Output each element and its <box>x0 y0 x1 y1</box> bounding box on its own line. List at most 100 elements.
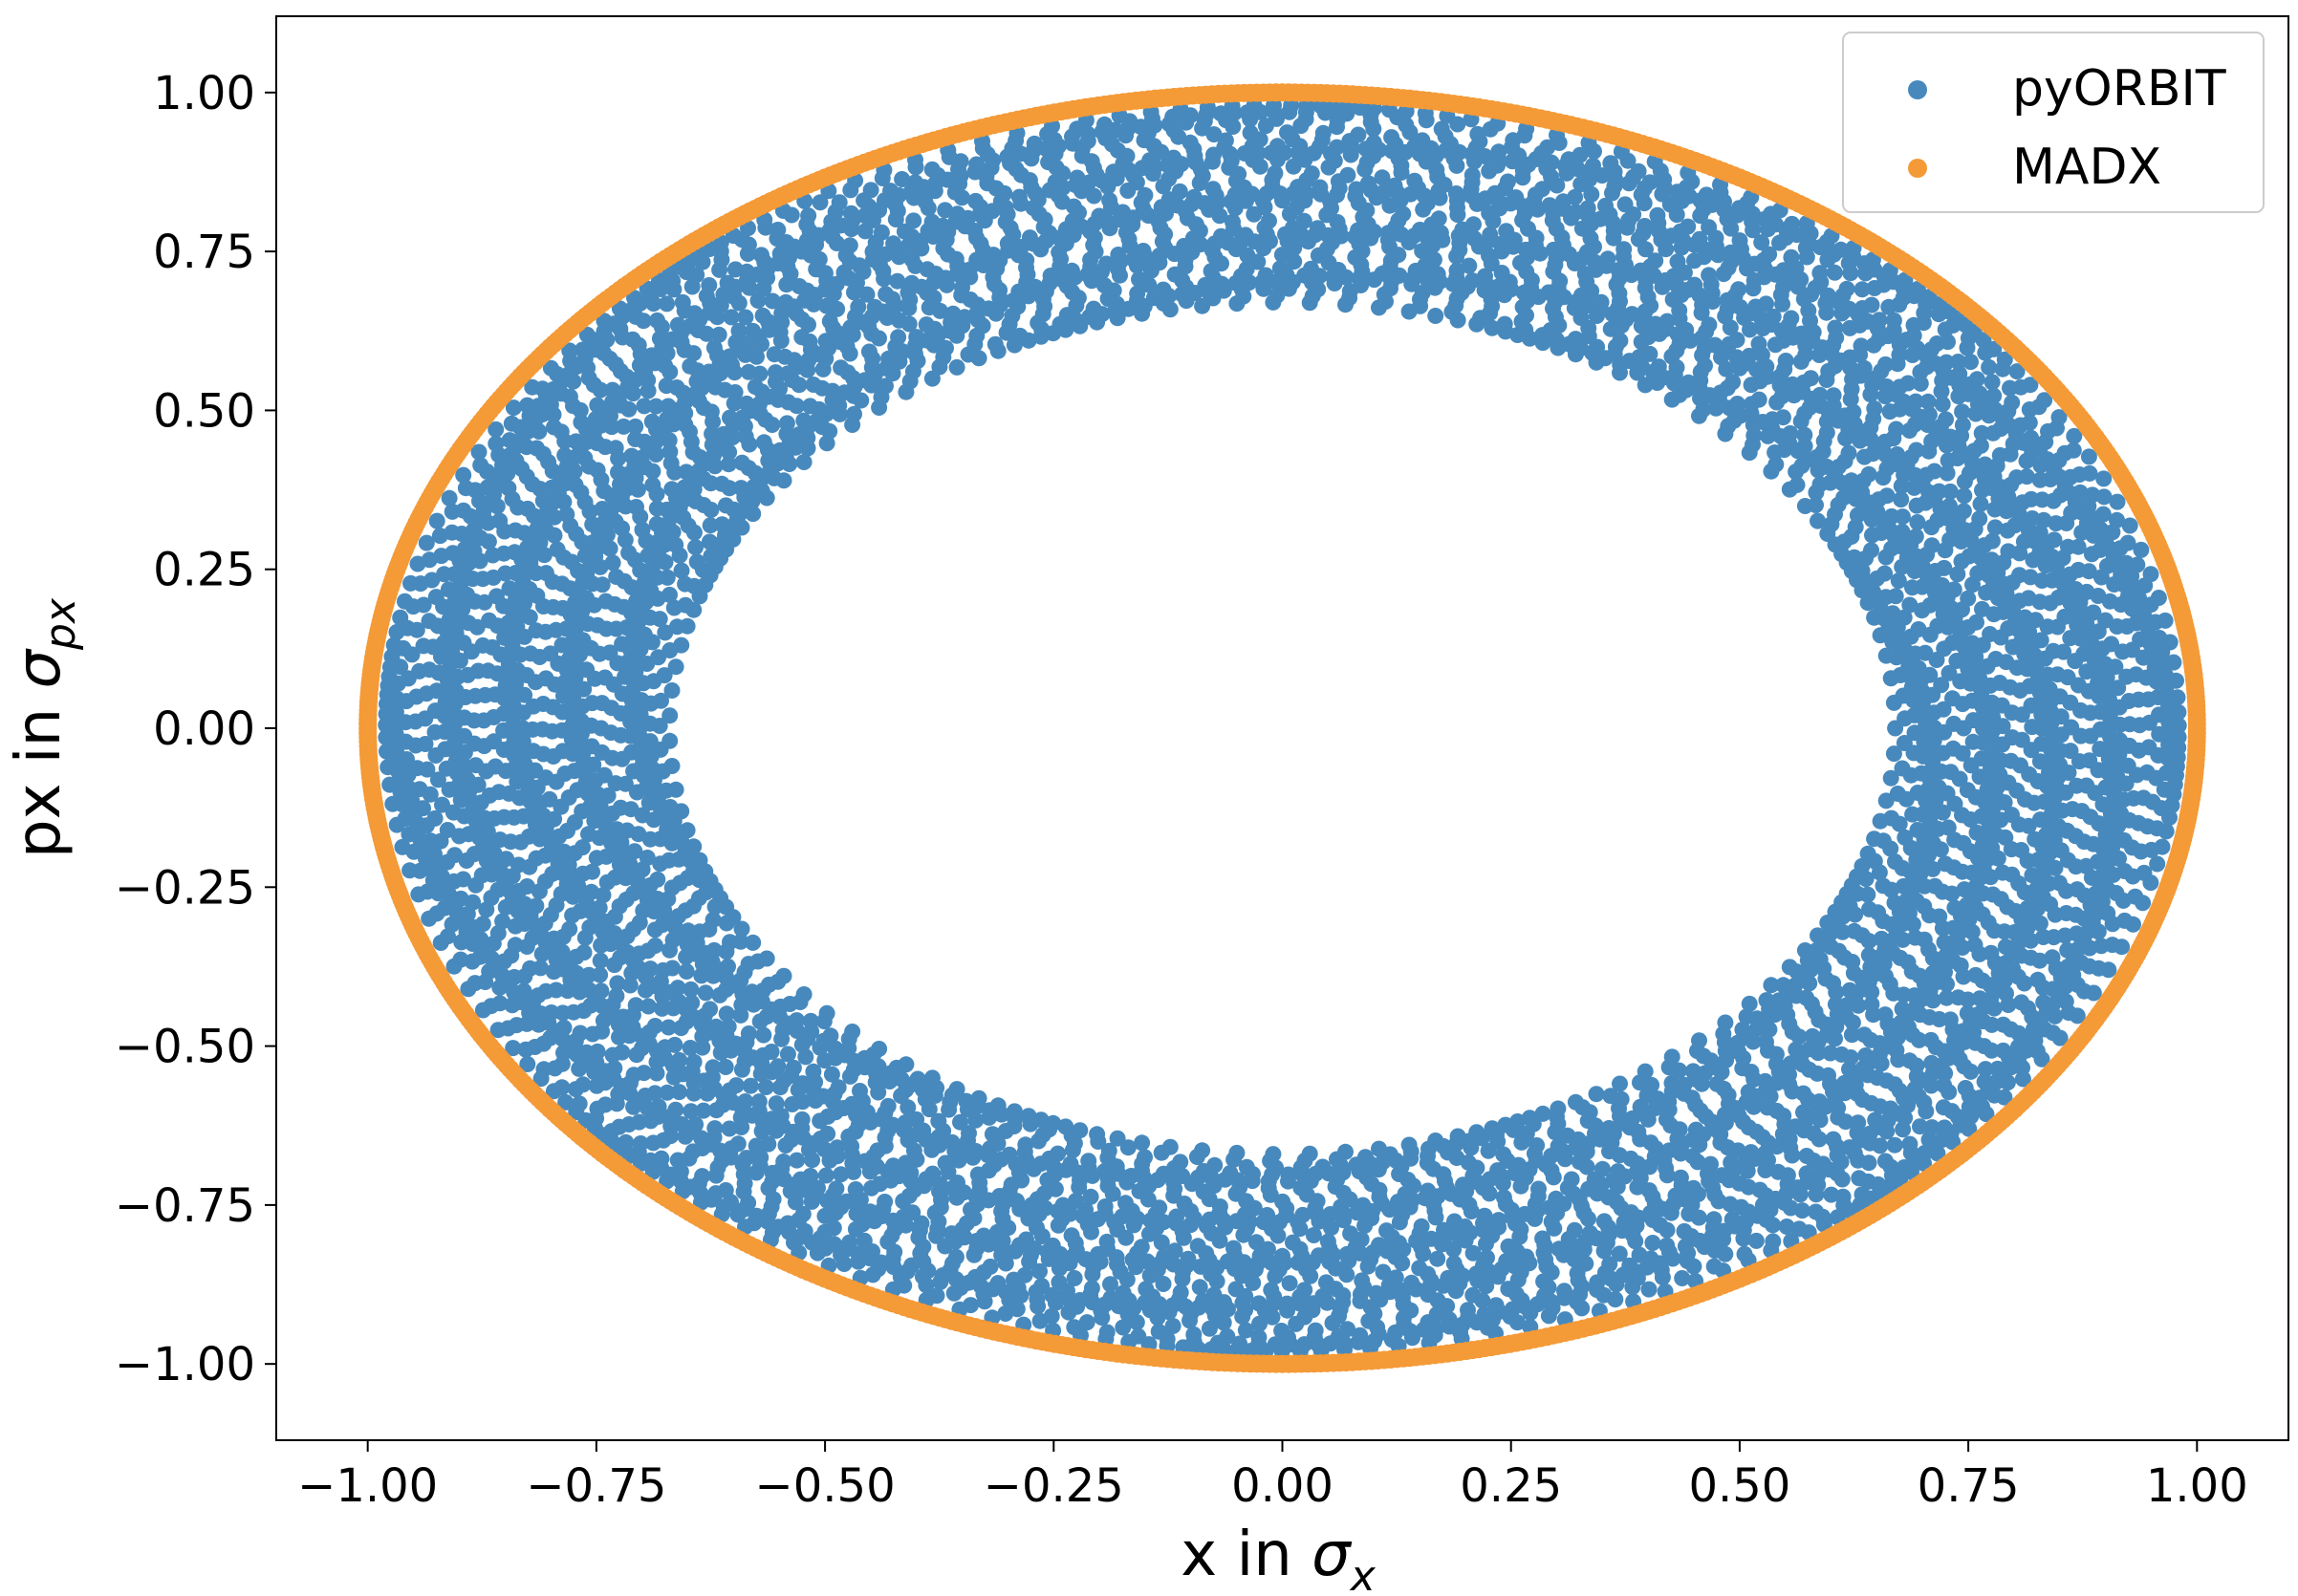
pyorbit-point <box>683 1103 700 1120</box>
pyorbit-point <box>1484 319 1501 336</box>
pyorbit-point <box>745 322 762 339</box>
pyorbit-point <box>1359 175 1377 192</box>
pyorbit-point <box>817 333 835 350</box>
pyorbit-point <box>807 1092 824 1110</box>
pyorbit-point <box>1783 248 1800 266</box>
pyorbit-point <box>1845 403 1862 421</box>
pyorbit-point <box>1359 1258 1377 1275</box>
pyorbit-point <box>1011 327 1029 344</box>
pyorbit-point <box>1650 358 1667 376</box>
pyorbit-point <box>1750 335 1767 353</box>
pyorbit-point <box>1943 885 1961 902</box>
pyorbit-point <box>1414 284 1431 301</box>
pyorbit-point <box>1960 991 1976 1008</box>
pyorbit-point <box>1680 218 1697 235</box>
pyorbit-point <box>1912 375 1929 392</box>
pyorbit-point <box>752 1066 770 1083</box>
pyorbit-point <box>2027 612 2045 629</box>
pyorbit-point <box>647 398 664 415</box>
pyorbit-point <box>559 982 576 1000</box>
pyorbit-point <box>1415 1245 1432 1262</box>
pyorbit-point <box>1505 1121 1522 1138</box>
pyorbit-point <box>718 943 735 960</box>
pyorbit-point <box>2047 859 2064 876</box>
pyorbit-point <box>648 1053 665 1070</box>
pyorbit-point <box>1295 212 1312 229</box>
pyorbit-point <box>1291 1220 1309 1238</box>
pyorbit-point <box>606 957 623 974</box>
pyorbit-point <box>659 1084 676 1101</box>
pyorbit-point <box>640 794 658 811</box>
pyorbit-point <box>2032 632 2049 649</box>
pyorbit-point <box>1863 296 1880 313</box>
pyorbit-point <box>1686 276 1703 293</box>
pyorbit-point <box>1212 227 1229 245</box>
pyorbit-point <box>1022 1115 1039 1132</box>
pyorbit-point <box>1875 956 1893 973</box>
pyorbit-point <box>1082 1188 1099 1205</box>
pyorbit-point <box>1637 218 1654 234</box>
pyorbit-point <box>737 309 754 326</box>
pyorbit-point <box>1878 487 1896 505</box>
pyorbit-point <box>1701 267 1718 284</box>
pyorbit-point <box>948 1189 965 1206</box>
pyorbit-point <box>1706 336 1724 354</box>
pyorbit-point <box>1311 1213 1328 1230</box>
pyorbit-point <box>1496 315 1513 333</box>
pyorbit-point <box>628 784 645 801</box>
pyorbit-point <box>586 812 603 830</box>
pyorbit-point <box>1933 677 1950 694</box>
pyorbit-point <box>1247 1261 1264 1278</box>
pyorbit-point <box>1782 425 1799 442</box>
pyorbit-point <box>1893 491 1910 508</box>
pyorbit-point <box>588 850 605 867</box>
pyorbit-point <box>611 1028 627 1046</box>
pyorbit-point <box>1996 972 2013 989</box>
pyorbit-point <box>1691 230 1708 248</box>
pyorbit-point <box>1257 267 1274 284</box>
pyorbit-point <box>1963 923 1981 940</box>
pyorbit-point <box>1972 495 1989 512</box>
pyorbit-point <box>1811 386 1829 403</box>
pyorbit-point <box>1789 476 1806 493</box>
pyorbit-point <box>1926 463 1943 480</box>
pyorbit-point <box>556 446 574 464</box>
pyorbit-point <box>1757 1162 1774 1178</box>
pyorbit-point <box>531 883 548 900</box>
pyorbit-point <box>1533 181 1550 198</box>
pyorbit-point <box>1463 1139 1480 1156</box>
pyorbit-point <box>873 224 890 241</box>
pyorbit-point <box>733 920 750 938</box>
pyorbit-point <box>751 1013 769 1030</box>
pyorbit-point <box>1261 212 1277 229</box>
pyorbit-point <box>1101 192 1118 209</box>
pyorbit-point <box>1777 353 1794 369</box>
pyorbit-point <box>1429 1250 1446 1267</box>
pyorbit-point <box>1174 1270 1191 1287</box>
pyorbit-point <box>819 1193 836 1210</box>
pyorbit-point <box>986 335 1004 353</box>
pyorbit-point <box>491 979 509 996</box>
pyorbit-point <box>1493 265 1510 281</box>
pyorbit-point <box>952 1113 968 1131</box>
pyorbit-point <box>1854 562 1871 579</box>
pyorbit-point <box>940 1163 957 1180</box>
pyorbit-point <box>1457 1232 1474 1249</box>
pyorbit-point <box>923 213 941 230</box>
pyorbit-point <box>2060 765 2077 781</box>
pyorbit-point <box>1010 188 1028 205</box>
pyorbit-point <box>1134 1134 1151 1152</box>
pyorbit-point <box>1482 226 1499 243</box>
pyorbit-point <box>663 682 681 699</box>
pyorbit-point <box>1936 559 1953 576</box>
pyorbit-point <box>1784 1147 1801 1164</box>
pyorbit-point <box>703 548 720 565</box>
pyorbit-point <box>665 599 683 616</box>
pyorbit-point <box>592 952 609 969</box>
pyorbit-point <box>1268 287 1286 304</box>
pyorbit-point <box>1335 1212 1353 1229</box>
pyorbit-point <box>1245 1274 1262 1291</box>
pyorbit-point <box>1889 446 1906 463</box>
pyorbit-point <box>1394 1255 1411 1272</box>
